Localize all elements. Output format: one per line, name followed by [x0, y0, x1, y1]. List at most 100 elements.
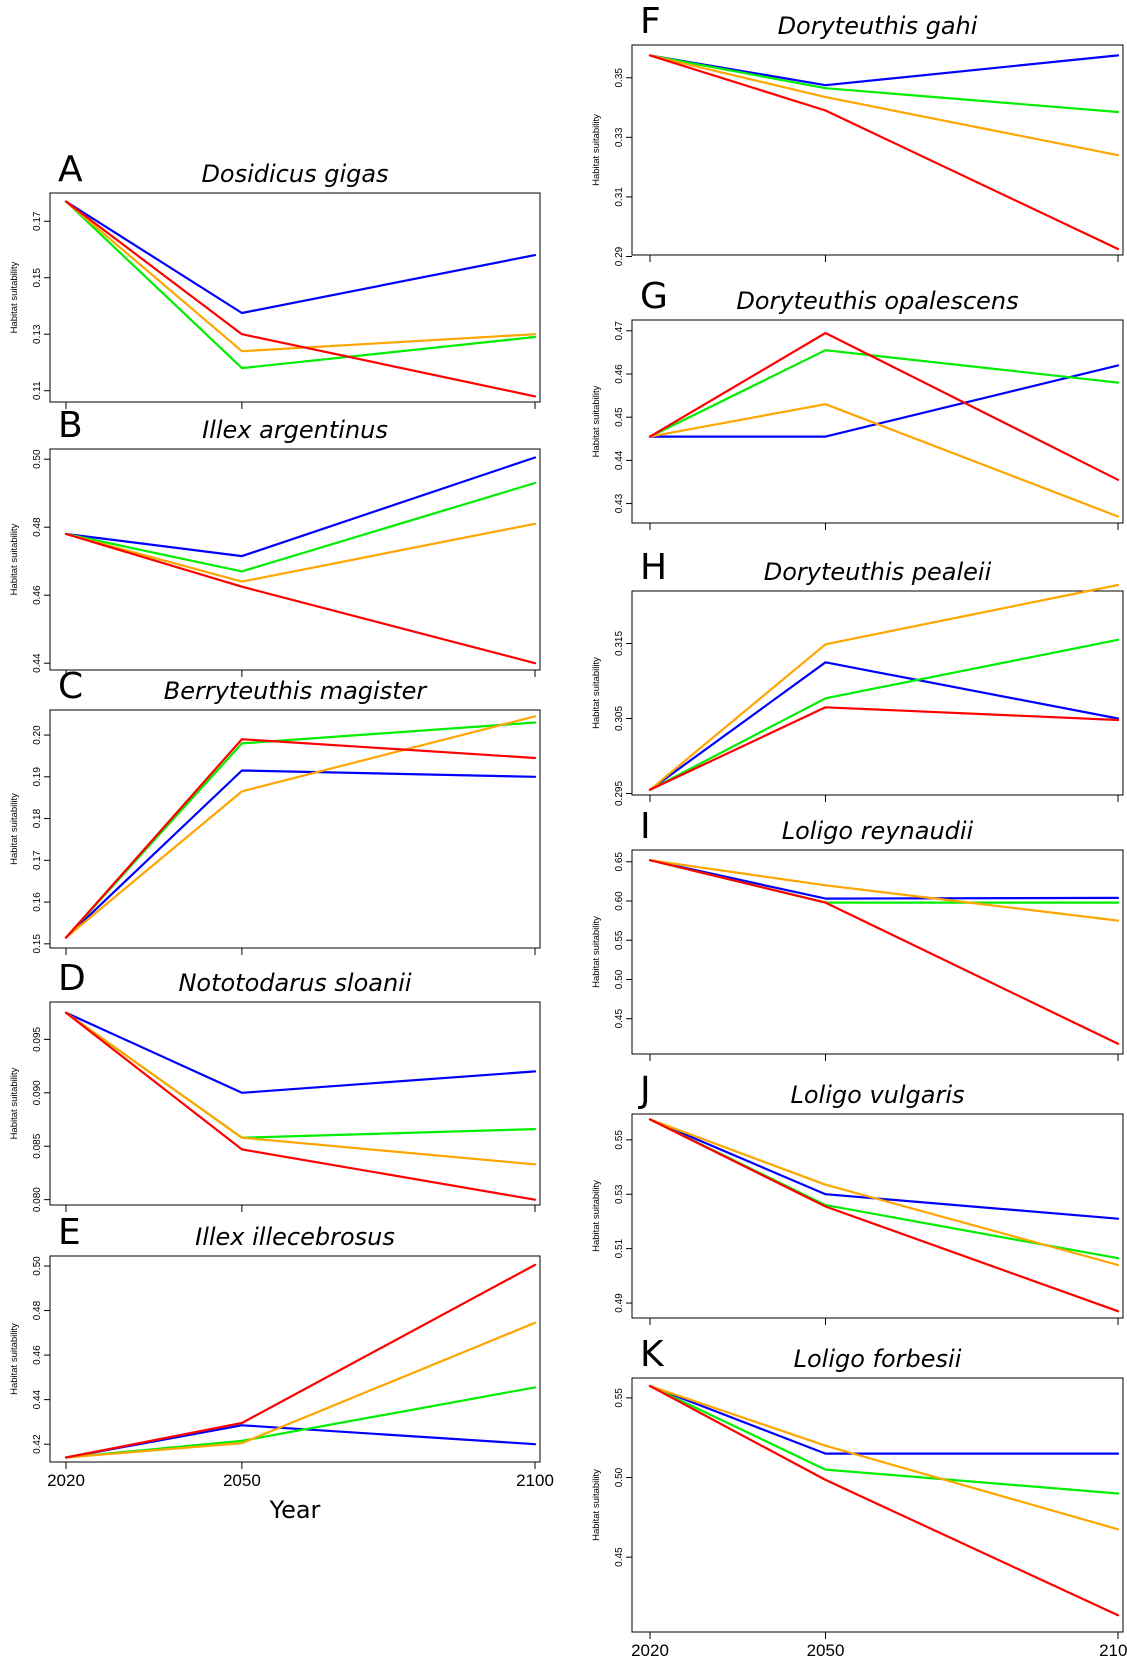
chart-f-series-1	[648, 54, 1120, 87]
chart-d-ytick-label: 0.080	[32, 1187, 43, 1212]
chart-f-series-2	[648, 54, 1120, 114]
chart-e-series-4	[64, 1263, 537, 1459]
chart-c-ytick-label: 0.20	[32, 725, 43, 745]
chart-a-series-2	[64, 200, 537, 370]
chart-d-frame	[49, 1001, 541, 1206]
chart-j-ytick-label: 0.49	[614, 1293, 625, 1313]
chart-g-series-2	[648, 349, 1120, 438]
chart-k-frame	[631, 1377, 1124, 1633]
chart-i-ylabel: Habitat suitability	[591, 916, 602, 988]
chart-c-series-4	[64, 738, 537, 939]
chart-e-series-2	[64, 1386, 537, 1459]
chart-d-series-2	[64, 1011, 537, 1139]
chart-i-ytick-label: 0.60	[614, 891, 625, 911]
chart-b-series-1	[64, 456, 537, 558]
chart-e-xlabel: Year	[269, 1496, 321, 1524]
chart-h-ytick-label: 0.315	[614, 631, 625, 656]
chart-b-ylabel: Habitat suitability	[9, 523, 20, 595]
chart-f-frame	[631, 44, 1124, 256]
chart-h-frame	[631, 590, 1124, 796]
chart-a-series-3	[64, 200, 537, 353]
chart-i-series-2	[648, 859, 1120, 904]
chart-a: A Dosidicus gigas 0.11 0.13 0.15 0.17 Habitat …	[9, 149, 541, 409]
chart-h-panel-letter: H	[640, 547, 667, 588]
chart-i-ytick-label: 0.50	[614, 969, 625, 989]
chart-i-series-3	[648, 859, 1120, 922]
chart-e-ytick-label: 0.42	[32, 1434, 43, 1454]
chart-g: G Doryteuthis opalescens 0.43 0.44 0.45 0.46 0…	[591, 276, 1124, 530]
chart-i-series-4	[648, 859, 1120, 1045]
chart-d-panel-letter: D	[58, 958, 86, 999]
chart-i-panel-letter: I	[640, 806, 651, 847]
chart-e-xtick-label: 2050	[223, 1471, 261, 1490]
chart-c-series-2	[64, 721, 537, 939]
chart-e-panel-letter: E	[58, 1212, 81, 1253]
chart-e: E Illex illecebrosus 0.42 0.44 0.46 0.48 0.50 H…	[9, 1212, 554, 1524]
chart-e-ytick-label: 0.44	[32, 1389, 43, 1409]
chart-c-series-1	[64, 769, 537, 939]
chart-j-frame	[631, 1113, 1124, 1319]
chart-g-ytick-label: 0.43	[614, 493, 625, 513]
chart-k-xtick-label: 2050	[807, 1641, 845, 1660]
chart-j-title: Loligo vulgaris	[791, 1081, 965, 1109]
chart-f-series-4	[648, 54, 1120, 251]
chart-a-series-4	[64, 200, 537, 398]
chart-g-ytick-label: 0.44	[614, 450, 625, 470]
chart-b-ytick-label: 0.44	[32, 653, 43, 673]
chart-e-ytick-label: 0.46	[32, 1345, 43, 1365]
chart-f-ytick-label: 0.31	[614, 187, 625, 207]
chart-h-series-2	[648, 638, 1120, 791]
chart-e-xtick-label: 2100	[516, 1471, 554, 1490]
chart-k-series-3	[648, 1384, 1120, 1531]
chart-h-ytick-label: 0.305	[614, 706, 625, 731]
chart-i-series-1	[648, 859, 1120, 900]
chart-k-title: Loligo forbesii	[794, 1345, 962, 1373]
chart-d-ytick-label: 0.095	[32, 1026, 43, 1051]
chart-j-ytick-label: 0.55	[614, 1130, 625, 1150]
chart-k-ytick-label: 0.55	[614, 1388, 625, 1408]
chart-a-ytick-label: 0.17	[32, 211, 43, 231]
chart-b-frame	[49, 448, 541, 671]
chart-k-series-1	[648, 1384, 1120, 1455]
chart-d-series-1	[64, 1011, 537, 1094]
chart-f-ytick-label: 0.33	[614, 127, 625, 147]
chart-d: D Nototodarus sloanii 0.080 0.085 0.090 0.095…	[9, 958, 541, 1212]
chart-c-ytick-label: 0.18	[32, 808, 43, 828]
chart-j-ylabel: Habitat suitability	[591, 1180, 602, 1252]
chart-b: B Illex argentinus 0.44 0.46 0.48 0.50 Habitat…	[9, 405, 541, 677]
chart-b-series-2	[64, 481, 537, 573]
chart-g-series-3	[648, 403, 1120, 518]
chart-k-series-2	[648, 1384, 1120, 1495]
chart-a-panel-letter: A	[58, 149, 83, 190]
chart-i-title: Loligo reynaudii	[782, 817, 974, 845]
chart-f-panel-letter: F	[640, 1, 661, 42]
chart-f: F Doryteuthis gahi 0.29 0.31 0.33 0.35 Habitat…	[591, 1, 1124, 266]
chart-k: K Loligo forbesii 0.45 0.50 0.55 Habitat suit…	[591, 1334, 1127, 1660]
chart-c-ytick-label: 0.16	[32, 892, 43, 912]
chart-g-ytick-label: 0.46	[614, 364, 625, 384]
chart-d-ytick-label: 0.090	[32, 1080, 43, 1105]
chart-g-ytick-label: 0.47	[614, 321, 625, 341]
chart-c-ytick-label: 0.17	[32, 850, 43, 870]
chart-j: J Loligo vulgaris 0.49 0.51 0.53 0.55 Habitat …	[591, 1070, 1124, 1325]
chart-b-series-4	[64, 532, 537, 665]
chart-j-panel-letter: J	[638, 1070, 651, 1111]
chart-e-ytick-label: 0.50	[32, 1256, 43, 1276]
chart-a-ytick-label: 0.15	[32, 268, 43, 288]
chart-h-ylabel: Habitat suitability	[591, 657, 602, 729]
chart-f-ytick-label: 0.35	[614, 68, 625, 88]
chart-i: I Loligo reynaudii 0.45 0.50 0.55 0.60 0.65 Hab…	[591, 806, 1124, 1061]
chart-e-ytick-label: 0.48	[32, 1300, 43, 1320]
chart-c-ylabel: Habitat suitability	[9, 793, 20, 865]
chart-h-series-3	[648, 583, 1120, 791]
chart-c-series-3	[64, 715, 537, 939]
chart-f-series-3	[648, 54, 1120, 157]
chart-b-title: Illex argentinus	[202, 416, 388, 444]
chart-i-frame	[631, 849, 1124, 1055]
chart-h-ytick-label: 0.295	[614, 781, 625, 806]
chart-g-title: Doryteuthis opalescens	[736, 287, 1018, 315]
chart-c-title: Berryteuthis magister	[164, 677, 429, 705]
chart-k-xtick-label: 2100	[1099, 1641, 1127, 1660]
chart-k-ylabel: Habitat suitability	[591, 1469, 602, 1541]
